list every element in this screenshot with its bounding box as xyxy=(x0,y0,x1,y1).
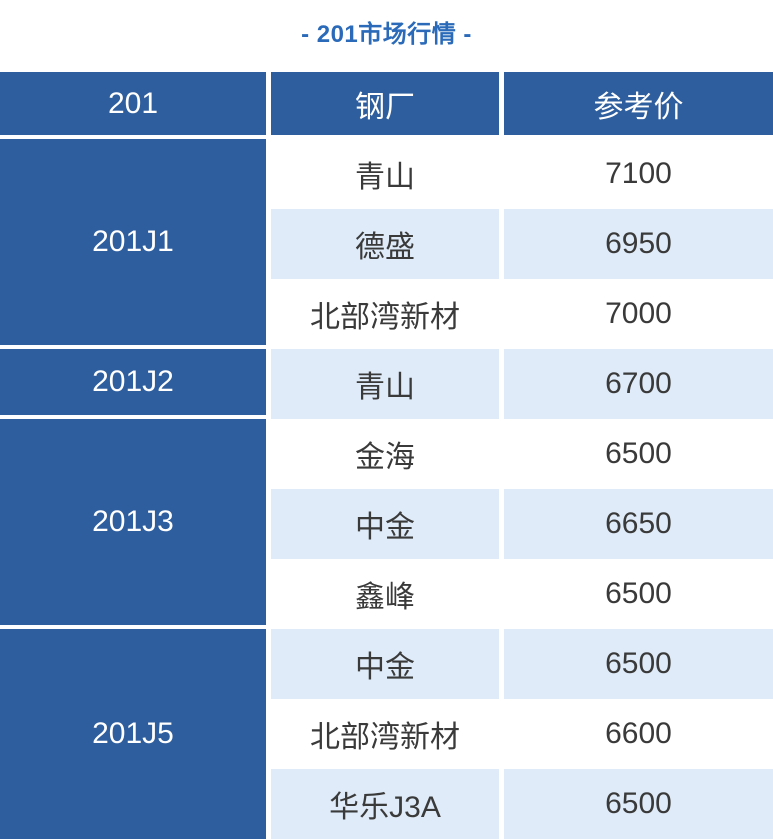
grade-cell: 201J1 xyxy=(0,139,266,349)
column-header-mill: 钢厂 xyxy=(271,72,499,135)
mill-cell: 金海 xyxy=(271,419,499,489)
price-cell: 6950 xyxy=(504,209,773,279)
mill-cell: 德盛 xyxy=(271,209,499,279)
mill-cell: 北部湾新材 xyxy=(271,279,499,349)
title-bar: - 201市场行情 - xyxy=(0,0,773,72)
mill-cell: 鑫峰 xyxy=(271,559,499,629)
mill-cell: 中金 xyxy=(271,629,499,699)
price-cell: 6500 xyxy=(504,559,773,629)
page-title: - 201市场行情 - xyxy=(301,20,472,48)
grade-cell: 201J3 xyxy=(0,419,266,629)
price-cell: 6500 xyxy=(504,629,773,699)
price-cell: 6600 xyxy=(504,699,773,769)
price-cell: 7100 xyxy=(504,139,773,209)
mill-cell: 华乐J3A xyxy=(271,769,499,839)
price-cell: 6700 xyxy=(504,349,773,419)
price-table: 201 钢厂 参考价 201J1 青山 7100 德盛 6950 北部湾新材 7000 201… xyxy=(0,72,773,839)
price-cell: 6500 xyxy=(504,419,773,489)
price-cell: 6500 xyxy=(504,769,773,839)
mill-cell: 中金 xyxy=(271,489,499,559)
price-cell: 6650 xyxy=(504,489,773,559)
price-cell: 7000 xyxy=(504,279,773,349)
grade-cell: 201J2 xyxy=(0,349,266,419)
mill-cell: 北部湾新材 xyxy=(271,699,499,769)
grade-cell: 201J5 xyxy=(0,629,266,839)
column-header-grade: 201 xyxy=(0,72,266,135)
mill-cell: 青山 xyxy=(271,139,499,209)
column-header-price: 参考价 xyxy=(504,72,773,135)
mill-cell: 青山 xyxy=(271,349,499,419)
